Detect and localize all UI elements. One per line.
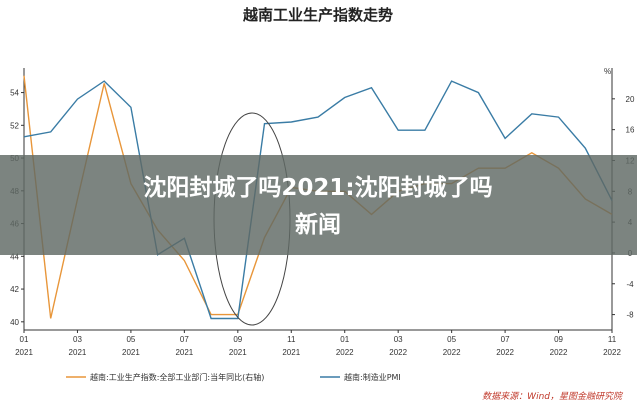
left-tick-label: 42: [10, 285, 19, 294]
x-tick-year: 2021: [69, 348, 87, 357]
x-tick-year: 2021: [122, 348, 140, 357]
x-tick-month: 09: [233, 335, 242, 344]
x-tick-month: 05: [126, 335, 135, 344]
source-note: 数据来源：Wind，星图金融研究院: [482, 391, 624, 402]
left-tick-label: 52: [10, 121, 19, 130]
overlay-background: [0, 155, 637, 255]
x-tick-month: 11: [287, 335, 296, 344]
x-tick-month: 09: [554, 335, 563, 344]
left-tick-label: 44: [10, 252, 19, 261]
right-tick-label: 16: [626, 126, 635, 135]
x-tick-month: 01: [340, 335, 349, 344]
legend-label-industrial: 越南:工业生产指数:全部工业部门:当年同比(右轴): [90, 372, 264, 382]
x-tick-year: 2022: [550, 348, 568, 357]
x-tick-month: 03: [394, 335, 403, 344]
x-tick-year: 2022: [336, 348, 354, 357]
chart-title: 越南工业生产指数走势: [242, 6, 393, 24]
x-tick-month: 11: [608, 335, 617, 344]
left-tick-label: 40: [10, 318, 19, 327]
overlay-subline: 新闻: [295, 211, 341, 238]
x-tick-year: 2022: [389, 348, 407, 357]
x-tick-month: 07: [501, 335, 510, 344]
x-tick-month: 05: [447, 335, 456, 344]
right-tick-label: -8: [626, 311, 634, 320]
x-tick-month: 03: [73, 335, 82, 344]
legend-label-pmi: 越南:制造业PMI: [344, 372, 401, 382]
x-tick-year: 2021: [175, 348, 193, 357]
x-tick-month: 01: [20, 335, 29, 344]
x-tick-year: 2021: [15, 348, 33, 357]
right-axis-unit: %: [604, 67, 611, 76]
x-tick-year: 2022: [496, 348, 514, 357]
left-tick-label: 54: [10, 89, 19, 98]
overlay-banner: 沈阳封城了吗2021:沈阳封城了吗 新闻: [0, 155, 637, 255]
right-tick-label: -4: [626, 280, 634, 289]
overlay-headline: 沈阳封城了吗2021:沈阳封城了吗: [143, 174, 492, 201]
x-axis-ticks: 01 2021 03 2021 05 2021 07 2021 09 2021 11 2021 01 20…: [15, 330, 621, 357]
x-tick-year: 2021: [282, 348, 300, 357]
x-tick-year: 2021: [229, 348, 247, 357]
x-tick-year: 2022: [603, 348, 621, 357]
legend: 越南:工业生产指数:全部工业部门:当年同比(右轴) 越南:制造业PMI: [66, 372, 401, 382]
x-tick-month: 07: [180, 335, 189, 344]
right-tick-label: 20: [626, 95, 635, 104]
x-tick-year: 2022: [443, 348, 461, 357]
series-line-pmi: [23, 80, 613, 320]
